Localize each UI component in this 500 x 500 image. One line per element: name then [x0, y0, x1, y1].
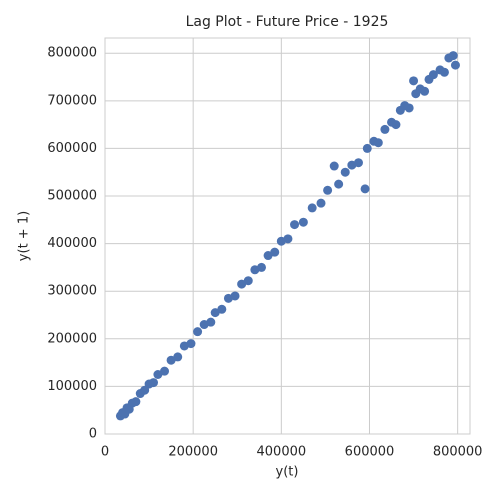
point: [230, 291, 240, 301]
point: [307, 203, 317, 213]
point: [173, 352, 183, 362]
point: [409, 76, 419, 86]
point: [323, 185, 333, 195]
point: [186, 339, 196, 349]
x-tick-label: 0: [101, 445, 109, 460]
x-tick-label: 600000: [345, 445, 395, 460]
point: [420, 86, 430, 96]
point: [160, 366, 170, 376]
y-tick-label: 600000: [47, 141, 97, 156]
y-tick-label: 100000: [47, 379, 97, 394]
point: [404, 103, 414, 113]
point: [283, 234, 293, 244]
y-tick-label: 500000: [47, 189, 97, 204]
point: [148, 378, 158, 388]
point: [243, 276, 253, 286]
point: [428, 70, 438, 80]
y-axis-label: y(t + 1): [17, 211, 32, 261]
point: [206, 317, 216, 327]
point: [450, 60, 460, 70]
point: [298, 217, 308, 227]
point: [256, 262, 266, 272]
point: [353, 158, 363, 168]
x-tick-label: 200000: [168, 445, 218, 460]
point: [270, 247, 280, 257]
point: [340, 167, 350, 177]
point: [290, 220, 300, 230]
point: [373, 138, 383, 148]
point: [391, 120, 401, 130]
point: [131, 397, 141, 407]
y-tick-label: 700000: [47, 93, 97, 108]
point: [360, 184, 370, 194]
plot-frame: [104, 37, 471, 435]
y-tick-label: 300000: [47, 284, 97, 299]
point: [448, 51, 458, 61]
chart-title: Lag Plot - Future Price - 1925: [186, 14, 389, 30]
point: [334, 179, 344, 189]
point: [193, 327, 203, 337]
point: [329, 161, 339, 171]
point: [316, 198, 326, 208]
x-axis-label: y(t): [276, 465, 299, 480]
point: [439, 67, 449, 77]
points: [115, 51, 460, 421]
x-tick-label: 800000: [433, 445, 483, 460]
y-tick-label: 400000: [47, 236, 97, 251]
y-tick-label: 800000: [47, 46, 97, 61]
y-tick-label: 0: [89, 427, 97, 442]
point: [217, 304, 227, 314]
point: [362, 143, 372, 153]
point: [380, 124, 390, 134]
x-tick-label: 400000: [257, 445, 307, 460]
y-tick-label: 200000: [47, 331, 97, 346]
